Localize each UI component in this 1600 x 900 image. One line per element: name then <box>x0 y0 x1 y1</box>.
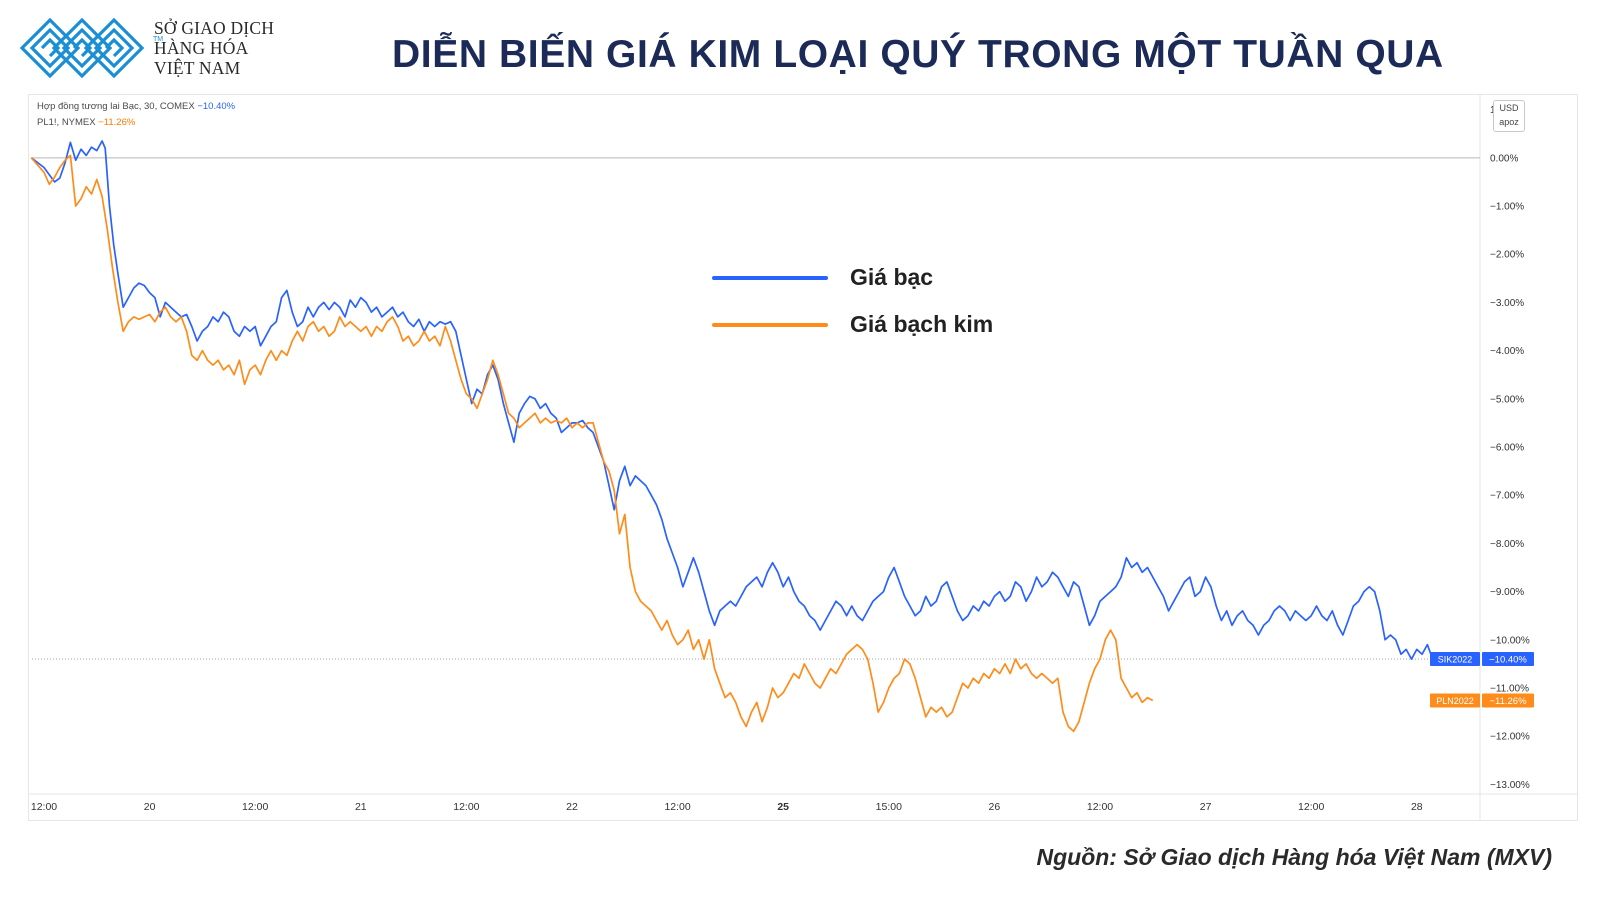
silver-last-value-label: −10.40% <box>1489 655 1527 666</box>
mxv-logo: TM SỞ GIAO DỊCH HÀNG HÓA VIỆT NAM <box>18 16 288 80</box>
chart-area: 1.00%0.00%−1.00%−2.00%−3.00%−4.00%−5.00%… <box>28 94 1578 824</box>
y-tick-label: −11.00% <box>1490 683 1529 694</box>
x-tick-label: 12:00 <box>31 801 57 813</box>
price-chart: 1.00%0.00%−1.00%−2.00%−3.00%−4.00%−5.00%… <box>28 94 1578 821</box>
series-header-silver: Hợp đồng tương lai Bạc, 30, COMEX −10.40… <box>37 99 235 115</box>
platinum-ticker-tag <box>1430 693 1480 708</box>
silver-contract-label: Hợp đồng tương lai Bạc, 30, COMEX <box>37 101 195 112</box>
legend-label-platinum: Giá bạch kim <box>850 311 994 337</box>
x-tick-label: 27 <box>1200 801 1212 813</box>
org-name-line-3: VIỆT NAM <box>154 58 241 78</box>
x-tick-label: 28 <box>1411 801 1423 813</box>
currency-unit-button[interactable]: USD apoz <box>1493 100 1525 132</box>
y-tick-label: −10.00% <box>1490 635 1530 646</box>
x-tick-label: 25 <box>777 801 789 813</box>
platinum-contract-label: PL1!, NYMEX <box>37 117 96 128</box>
mxv-maze-logo-icon <box>19 17 145 79</box>
silver-last-value-tag <box>1482 652 1534 667</box>
silver-change: −10.40% <box>197 101 236 112</box>
org-name-line-1: SỞ GIAO DỊCH <box>154 18 275 38</box>
y-tick-label: −5.00% <box>1490 394 1524 405</box>
currency-label: USD <box>1499 103 1519 113</box>
y-tick-label: −12.00% <box>1490 732 1530 743</box>
x-tick-label: 12:00 <box>1298 801 1324 813</box>
legend-label-silver: Giá bạc <box>850 264 934 290</box>
x-tick-label: 12:00 <box>664 801 690 813</box>
y-tick-label: −6.00% <box>1490 443 1524 454</box>
x-tick-label: 12:00 <box>242 801 268 813</box>
y-tick-label: −3.00% <box>1490 298 1524 309</box>
source-note: Nguồn: Sở Giao dịch Hàng hóa Việt Nam (M… <box>1036 844 1552 870</box>
org-name: SỞ GIAO DỊCH HÀNG HÓA VIỆT NAM <box>154 18 274 78</box>
page-title: DIỄN BIẾN GIÁ KIM LOẠI QUÝ TRONG MỘT TUẦ… <box>392 33 1444 76</box>
x-tick-label: 15:00 <box>876 801 902 813</box>
legend-item-platinum: Giá bạch kim <box>712 301 993 348</box>
platinum-ticker-label: PLN2022 <box>1436 696 1474 706</box>
legend-item-silver: Giá bạc <box>712 254 993 301</box>
x-tick-label: 22 <box>566 801 578 813</box>
y-tick-label: −8.00% <box>1490 539 1524 550</box>
y-tick-label: 0.00% <box>1490 153 1518 164</box>
y-tick-label: −9.00% <box>1490 587 1524 598</box>
silver-ticker-tag <box>1430 652 1480 667</box>
y-tick-label: −7.00% <box>1490 491 1524 502</box>
unit-label: apoz <box>1499 117 1519 127</box>
y-tick-label: −1.00% <box>1490 202 1524 213</box>
platinum-price-line <box>30 154 1154 733</box>
x-tick-label: 12:00 <box>453 801 479 813</box>
x-tick-label: 26 <box>989 801 1001 813</box>
org-name-line-2: HÀNG HÓA <box>154 38 249 58</box>
legend-swatch-platinum <box>712 322 828 327</box>
y-tick-label: −2.00% <box>1490 250 1524 261</box>
chart-legend: Giá bạc Giá bạch kim <box>712 254 993 348</box>
series-header: Hợp đồng tương lai Bạc, 30, COMEX −10.40… <box>37 99 235 131</box>
silver-ticker-label: SIK2022 <box>1438 655 1473 665</box>
platinum-change: −11.26% <box>98 117 136 128</box>
x-tick-label: 21 <box>355 801 367 813</box>
y-tick-label: −4.00% <box>1490 346 1524 357</box>
x-tick-label: 12:00 <box>1087 801 1113 813</box>
platinum-last-value-label: −11.26% <box>1489 696 1527 707</box>
chart-border <box>28 94 1578 821</box>
x-tick-label: 20 <box>144 801 156 813</box>
series-header-platinum: PL1!, NYMEX −11.26% <box>37 115 235 131</box>
silver-price-line <box>30 140 1449 665</box>
y-tick-label: −13.00% <box>1490 780 1530 791</box>
platinum-last-value-tag <box>1482 693 1534 708</box>
legend-swatch-silver <box>712 275 828 280</box>
trademark-mark: TM <box>153 36 164 43</box>
